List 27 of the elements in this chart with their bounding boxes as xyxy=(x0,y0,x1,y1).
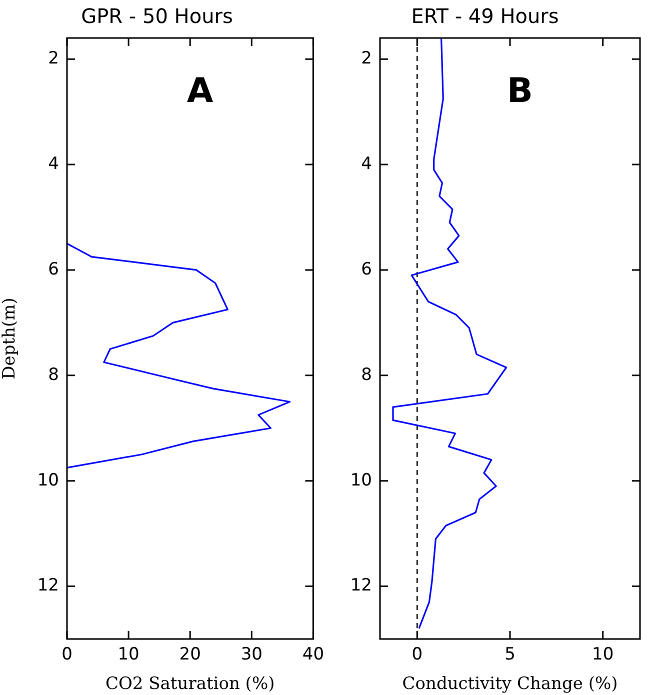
y-tick-label: 6 xyxy=(361,259,372,280)
chart-title: ERT - 49 Hours xyxy=(411,4,559,28)
y-tick-label: 8 xyxy=(361,364,372,385)
y-tick-label: 10 xyxy=(37,470,59,490)
y-tick-label: 12 xyxy=(37,576,59,596)
y-tick-label: 2 xyxy=(48,48,59,69)
x-tick-label: 0 xyxy=(62,644,72,665)
annotation: A xyxy=(186,70,214,111)
x-tick-label: 10 xyxy=(592,644,614,665)
y-tick-label: 4 xyxy=(48,154,59,174)
x-tick-label: 30 xyxy=(240,644,262,665)
x-axis-title: CO2 Saturation (%) xyxy=(105,674,275,694)
x-tick-label: 20 xyxy=(179,644,201,665)
y-tick-label: 10 xyxy=(350,470,372,490)
y-tick-label: 4 xyxy=(361,154,372,174)
y-tick-label: 2 xyxy=(361,48,372,69)
y-tick-label: 12 xyxy=(350,576,372,596)
x-tick-label: 10 xyxy=(118,644,140,665)
x-axis-title: Conductivity Change (%) xyxy=(402,674,618,694)
x-tick-label: 40 xyxy=(302,644,324,665)
x-tick-label: 0 xyxy=(412,644,423,665)
y-tick-label: 6 xyxy=(48,259,59,280)
annotation: B xyxy=(507,70,533,111)
chart-title: GPR - 50 Hours xyxy=(81,4,233,28)
x-tick-label: 5 xyxy=(504,644,516,665)
y-tick-label: 8 xyxy=(48,364,59,385)
y-axis-title: Depth(m) xyxy=(0,298,20,380)
